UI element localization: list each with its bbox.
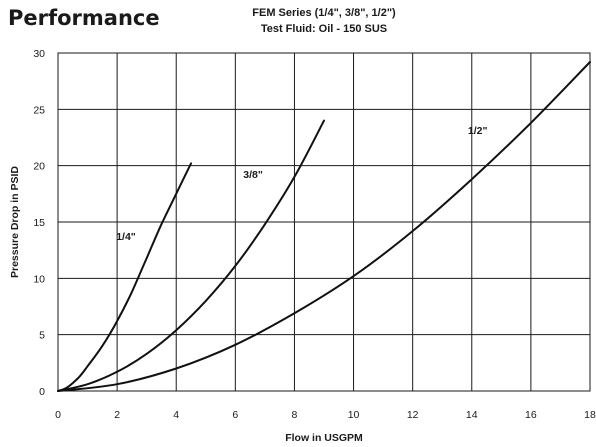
- performance-heading: Performance: [8, 6, 160, 30]
- chart-title: FEM Series (1/4", 3/8", 1/2"): [252, 7, 396, 19]
- y-tick-label: 5: [39, 330, 45, 342]
- x-tick-label: 16: [525, 409, 537, 421]
- series-line-1: [57, 119, 325, 392]
- y-tick-labels: 0 5 10 15 20 25 30: [33, 48, 45, 398]
- x-tick-label: 4: [173, 409, 179, 421]
- plot-frame: [57, 52, 591, 392]
- y-tick-label: 20: [33, 161, 45, 173]
- x-tick-labels: 0 2 4 6 8 10 12 14 16 18: [55, 409, 596, 421]
- series-label: 1/2": [468, 125, 488, 137]
- curves: [57, 61, 591, 392]
- y-axis-label: Pressure Drop in PSID: [9, 166, 21, 278]
- gridlines: [57, 52, 591, 392]
- y-tick-label: 0: [39, 386, 45, 398]
- x-tick-label: 8: [292, 409, 298, 421]
- x-tick-label: 0: [55, 409, 61, 421]
- series-label: 3/8": [243, 169, 263, 181]
- x-tick-label: 10: [348, 409, 360, 421]
- series-labels: 1/4" 3/8" 1/2": [116, 125, 487, 243]
- x-tick-label: 6: [232, 409, 238, 421]
- series-line-0: [57, 162, 192, 392]
- x-tick-label: 2: [114, 409, 120, 421]
- x-tick-label: 14: [466, 409, 478, 421]
- y-tick-label: 25: [33, 104, 45, 116]
- series-line-2: [57, 61, 591, 392]
- y-tick-label: 30: [33, 48, 45, 60]
- x-tick-label: 18: [584, 409, 596, 421]
- y-tick-label: 15: [33, 217, 45, 229]
- x-tick-label: 12: [407, 409, 419, 421]
- x-axis-label: Flow in USGPM: [285, 432, 363, 444]
- y-tick-label: 10: [33, 273, 45, 285]
- series-label: 1/4": [116, 231, 136, 243]
- chart-subtitle: Test Fluid: Oil - 150 SUS: [261, 23, 387, 35]
